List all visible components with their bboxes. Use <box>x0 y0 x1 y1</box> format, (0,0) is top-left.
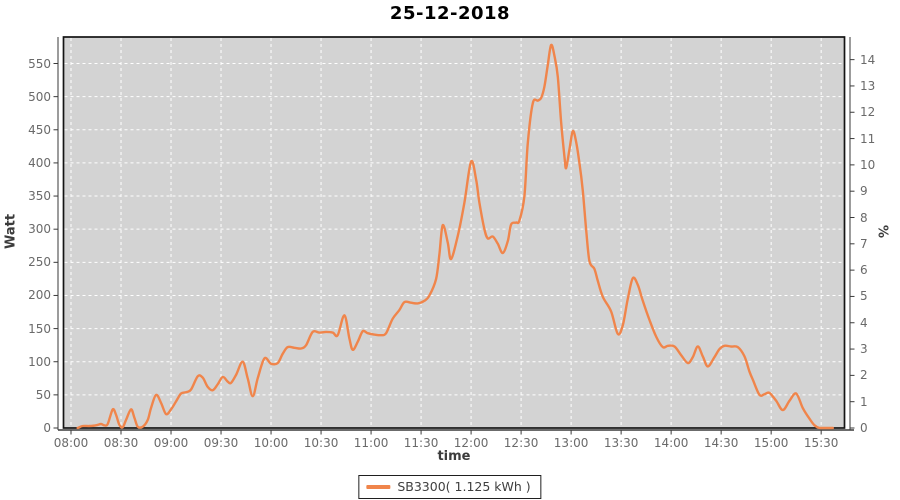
y-tick-label-right: 5 <box>860 289 868 304</box>
x-tick-label: 11:30 <box>403 436 439 450</box>
chart-title: 25-12-2018 <box>389 3 511 24</box>
y-tick-label-right: 6 <box>860 263 868 278</box>
x-tick-label: 10:30 <box>303 436 339 450</box>
y-tick-label-right: 0 <box>860 421 868 435</box>
y-tick-label-left: 250 <box>28 255 51 270</box>
y-tick-label-left: 150 <box>28 321 51 336</box>
x-tick-label: 14:00 <box>653 436 689 450</box>
y-tick-label-right: 10 <box>860 157 876 172</box>
y-tick-label-left: 500 <box>28 89 51 104</box>
x-tick-label: 13:30 <box>603 436 639 450</box>
y-tick-label-right: 2 <box>860 368 868 383</box>
plot-border <box>62 36 846 429</box>
x-axis-title: time <box>437 449 471 464</box>
y-tick-label-right: 3 <box>860 342 868 357</box>
x-tick-label: 15:30 <box>803 436 839 450</box>
y-tick-label-right: 4 <box>860 315 868 330</box>
y-tick-label-left: 0 <box>43 421 51 435</box>
y-tick-label-right: 14 <box>860 52 876 67</box>
y-tick-label-right: 7 <box>860 236 868 251</box>
x-tick-label: 10:00 <box>253 436 289 450</box>
y-tick-label-right: 13 <box>860 78 876 93</box>
y-tick-label-right: 11 <box>860 131 876 146</box>
legend-label: SB3300( 1.125 kWh ) <box>397 479 531 494</box>
y-tick-label-left: 450 <box>28 122 51 137</box>
x-tick-label: 12:30 <box>503 436 539 450</box>
x-tick-label: 12:00 <box>453 436 489 450</box>
x-tick-label: 09:00 <box>153 436 189 450</box>
y-tick-label-left: 350 <box>28 189 51 204</box>
x-tick-label: 09:30 <box>203 436 239 450</box>
y-axis-title-right: % <box>874 224 890 239</box>
x-tick-label: 14:30 <box>703 436 739 450</box>
x-tick-label: 08:30 <box>103 436 139 450</box>
y-tick-label-right: 12 <box>860 105 876 120</box>
y-tick-label-left: 550 <box>28 56 51 71</box>
x-tick-label: 08:00 <box>53 436 89 450</box>
y-tick-label-left: 100 <box>28 354 51 369</box>
y-tick-label-right: 9 <box>860 184 868 199</box>
y-tick-label-right: 8 <box>860 210 868 225</box>
legend-series-swatch <box>366 484 391 489</box>
y-tick-label-left: 300 <box>28 222 51 237</box>
y-tick-label-left: 400 <box>28 155 51 170</box>
legend: SB3300( 1.125 kWh ) <box>358 475 542 499</box>
series-line-SB3300 <box>76 43 834 430</box>
y-tick-label-left: 50 <box>35 387 51 402</box>
x-tick-label: 15:00 <box>753 436 789 450</box>
x-tick-label: 13:00 <box>553 436 589 450</box>
x-tick-label: 11:00 <box>353 436 389 450</box>
plot-background <box>63 37 845 428</box>
y-tick-label-left: 200 <box>28 288 51 303</box>
y-tick-label-right: 1 <box>860 394 868 409</box>
